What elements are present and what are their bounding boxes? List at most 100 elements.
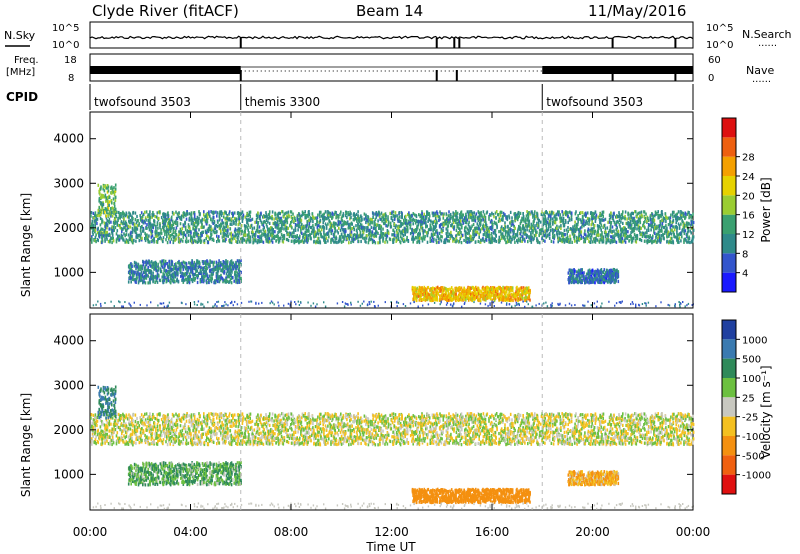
power-cell	[173, 212, 175, 216]
power-cell	[210, 218, 212, 222]
power-cell	[110, 220, 112, 224]
power-cell	[150, 233, 153, 238]
power-cell	[158, 266, 160, 270]
power-cell	[377, 241, 379, 245]
power-cell	[193, 213, 196, 217]
power-cell	[352, 234, 355, 238]
power-cell	[171, 232, 173, 237]
power-cell	[270, 239, 273, 243]
power-cell	[133, 229, 136, 233]
power-cell	[514, 226, 516, 230]
power-cell	[602, 235, 604, 239]
power-cell	[201, 217, 204, 221]
power-cell	[424, 229, 426, 233]
power-cell	[319, 219, 322, 223]
power-cell	[106, 233, 108, 237]
power-cell	[640, 238, 643, 243]
power-cell	[169, 240, 171, 244]
power-cell	[242, 215, 244, 219]
power-cell	[233, 235, 235, 239]
power-cell	[227, 225, 229, 229]
power-cell	[124, 240, 126, 244]
power-cell	[536, 213, 539, 217]
power-cell	[164, 213, 167, 217]
power-cell	[136, 276, 138, 280]
power-cell	[596, 233, 598, 237]
power-cell	[124, 234, 126, 238]
power-cell	[558, 225, 560, 229]
power-cell	[550, 229, 552, 233]
power-cell	[142, 212, 145, 216]
power-cell	[204, 215, 206, 219]
power-cell	[327, 216, 330, 220]
power-cell	[676, 226, 678, 230]
power-cell	[435, 240, 438, 245]
power-cell	[169, 234, 172, 238]
power-cell	[113, 204, 116, 208]
power-cell	[220, 213, 223, 218]
power-cell	[162, 225, 164, 229]
power-cell	[484, 230, 486, 235]
power-cell	[155, 227, 157, 231]
power-cell	[112, 239, 115, 243]
power-cell	[246, 226, 249, 230]
power-cell	[286, 211, 288, 215]
power-cell	[275, 239, 278, 243]
power-cell	[112, 229, 114, 233]
power-cell	[229, 232, 231, 236]
power-cell	[179, 227, 182, 231]
power-cell	[563, 228, 566, 232]
power-cell	[156, 211, 159, 215]
power-cell	[254, 238, 256, 242]
power-cell	[482, 210, 485, 214]
power-cell	[267, 228, 269, 232]
power-cell	[243, 238, 246, 242]
power-cell	[345, 229, 347, 233]
power-cell	[227, 217, 229, 221]
power-cell	[681, 235, 683, 239]
power-cell	[135, 280, 137, 284]
power-cell	[121, 229, 123, 233]
power-cell	[499, 214, 502, 218]
power-cell	[224, 233, 227, 237]
power-cell	[629, 219, 632, 224]
power-cell	[436, 212, 439, 216]
power-cell	[643, 210, 646, 214]
power-cell	[96, 217, 99, 221]
power-cell	[244, 233, 247, 237]
power-cell	[318, 236, 320, 240]
power-cell	[172, 239, 175, 243]
power-cell	[291, 219, 293, 224]
power-cell	[166, 233, 168, 237]
power-cell	[382, 236, 385, 240]
power-cell	[146, 215, 149, 219]
power-cell	[652, 234, 654, 238]
power-cell	[600, 223, 603, 227]
power-cell	[640, 210, 643, 214]
power-cell	[359, 231, 362, 235]
power-cell	[178, 211, 180, 215]
power-cell	[205, 219, 207, 223]
power-cell	[209, 264, 211, 268]
power-cell	[528, 219, 531, 223]
power-cell	[639, 221, 642, 225]
power-cell	[181, 226, 184, 230]
power-cell	[237, 227, 240, 231]
power-cell	[282, 240, 285, 244]
power-cell	[113, 201, 116, 205]
power-cell	[255, 220, 258, 224]
power-cell	[140, 232, 142, 236]
power-cell	[327, 239, 329, 243]
power-cell	[240, 212, 243, 216]
power-cell	[114, 220, 117, 224]
power-cell	[138, 222, 141, 226]
power-cell	[267, 240, 270, 244]
power-cell	[106, 237, 108, 241]
power-cell	[355, 212, 358, 216]
power-cell	[367, 222, 370, 227]
nsky-label: N.Sky	[4, 29, 36, 42]
power-cell	[109, 233, 111, 237]
power-cell	[688, 211, 690, 215]
power-cell	[156, 221, 159, 225]
power-cell	[92, 232, 94, 236]
